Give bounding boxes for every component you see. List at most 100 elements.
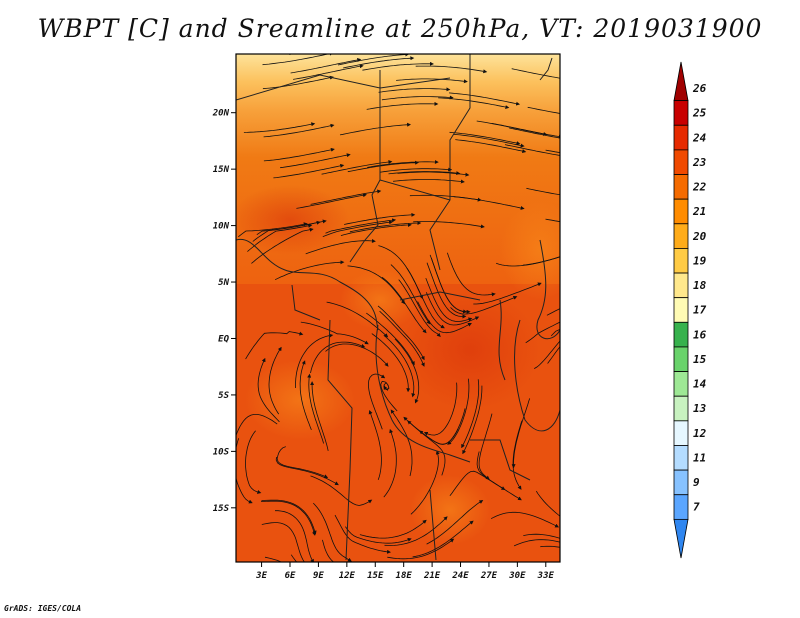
country-borders xyxy=(236,54,560,561)
colorbar-label: 25 xyxy=(692,107,707,120)
streamline xyxy=(450,296,518,315)
streamline xyxy=(453,133,525,148)
streamline xyxy=(413,221,485,229)
streamline xyxy=(383,428,397,498)
streamline xyxy=(293,64,364,80)
streamline xyxy=(261,522,308,562)
streamline xyxy=(367,160,439,168)
streamline xyxy=(343,56,415,69)
colorbar-label: 21 xyxy=(692,205,706,218)
streamline xyxy=(262,75,334,90)
streamline xyxy=(263,147,335,162)
streamline xyxy=(527,106,560,114)
streamline xyxy=(371,333,411,393)
streamline xyxy=(490,511,560,528)
colorbar-label: 22 xyxy=(692,181,707,194)
streamline xyxy=(290,57,362,74)
streamline xyxy=(540,545,560,548)
colorbar-swatch xyxy=(673,100,689,126)
y-tick-label: 5S xyxy=(218,391,229,401)
colorbar-label: 26 xyxy=(692,82,707,95)
x-tick-label: 18E xyxy=(396,571,413,581)
x-tick-label: 12E xyxy=(339,571,356,581)
colorbar-swatch xyxy=(673,223,689,249)
streamline xyxy=(344,212,416,225)
streamline xyxy=(252,220,321,242)
colorbar-swatch xyxy=(673,346,689,372)
streamline xyxy=(261,499,317,535)
streamline xyxy=(268,346,282,415)
streamline xyxy=(300,321,369,345)
streamline xyxy=(412,520,474,558)
streamline xyxy=(380,380,398,412)
streamline xyxy=(511,68,560,79)
streamline xyxy=(322,539,335,562)
streamline xyxy=(264,556,283,562)
y-tick-label: 20N xyxy=(212,109,230,119)
colorbar-label: 14 xyxy=(693,378,707,391)
streamline xyxy=(383,334,416,398)
streamline xyxy=(513,539,560,547)
colorbar-swatch xyxy=(673,494,689,520)
streamline xyxy=(366,101,439,110)
colorbar-label: 12 xyxy=(693,427,707,440)
streamline xyxy=(409,194,482,202)
streamline xyxy=(321,160,393,175)
streamline xyxy=(310,189,382,205)
streamline xyxy=(366,312,415,366)
streamline xyxy=(275,456,339,486)
shaded-field xyxy=(236,54,560,562)
streamline xyxy=(359,519,427,539)
x-tick-label: 33E xyxy=(537,571,555,581)
streamline xyxy=(236,438,253,504)
streamline xyxy=(263,123,335,138)
streamline xyxy=(407,420,446,476)
streamline xyxy=(347,160,420,173)
streamline xyxy=(334,514,391,554)
colorbar-swatch xyxy=(673,445,689,471)
streamline xyxy=(512,420,523,490)
streamline xyxy=(390,264,431,325)
x-tick-label: 6E xyxy=(285,571,296,581)
streamline xyxy=(547,346,560,364)
colorbar-label: 24 xyxy=(692,131,707,144)
streamline xyxy=(384,516,448,546)
streamline xyxy=(295,333,334,389)
streamline xyxy=(476,451,522,501)
streamline xyxy=(393,179,465,184)
streamline xyxy=(280,153,351,169)
streamline xyxy=(245,331,304,360)
streamline xyxy=(296,193,367,209)
streamline xyxy=(377,305,425,361)
colorbar-swatch xyxy=(673,198,689,225)
streamline xyxy=(394,338,420,404)
y-tick-label: 10S xyxy=(213,447,230,457)
colorbar-label: 15 xyxy=(693,353,707,366)
streamline xyxy=(455,139,527,154)
streamline xyxy=(381,95,454,101)
streamline xyxy=(447,378,470,445)
streamline xyxy=(379,310,425,367)
streamline xyxy=(397,171,470,177)
colorbar-swatch xyxy=(673,248,689,274)
streamline xyxy=(339,122,412,136)
y-tick-label: 10N xyxy=(213,222,230,232)
streamline xyxy=(417,301,472,334)
y-tick-label: 15S xyxy=(213,504,230,514)
streamline xyxy=(313,502,352,562)
streamline xyxy=(276,446,329,479)
streamline xyxy=(289,54,295,55)
streamline xyxy=(509,127,560,139)
streamline xyxy=(398,279,441,338)
streamline xyxy=(262,54,334,66)
streamline xyxy=(367,373,386,430)
streamline xyxy=(478,413,493,480)
streamline xyxy=(362,61,434,71)
streamline xyxy=(347,265,405,305)
y-tick-label: 5N xyxy=(218,278,229,288)
streamline xyxy=(275,510,314,562)
streamline xyxy=(525,321,560,344)
streamline xyxy=(449,131,521,146)
x-tick-label: 15E xyxy=(367,571,384,581)
